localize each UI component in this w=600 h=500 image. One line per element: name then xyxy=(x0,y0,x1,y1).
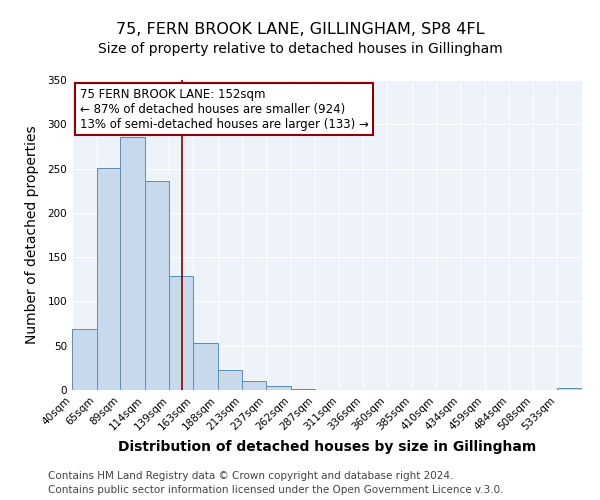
Text: Contains HM Land Registry data © Crown copyright and database right 2024.: Contains HM Land Registry data © Crown c… xyxy=(48,471,454,481)
Bar xyxy=(72,329,97,390)
Text: Contains public sector information licensed under the Open Government Licence v.: Contains public sector information licen… xyxy=(48,485,503,495)
Bar xyxy=(290,389,315,390)
Bar xyxy=(266,386,290,390)
Bar xyxy=(145,181,169,390)
Text: Size of property relative to detached houses in Gillingham: Size of property relative to detached ho… xyxy=(98,42,502,56)
Bar xyxy=(218,370,242,390)
Y-axis label: Number of detached properties: Number of detached properties xyxy=(25,126,39,344)
X-axis label: Distribution of detached houses by size in Gillingham: Distribution of detached houses by size … xyxy=(118,440,536,454)
Bar xyxy=(193,343,218,390)
Bar xyxy=(97,168,120,390)
Text: 75 FERN BROOK LANE: 152sqm
← 87% of detached houses are smaller (924)
13% of sem: 75 FERN BROOK LANE: 152sqm ← 87% of deta… xyxy=(80,88,368,130)
Bar xyxy=(120,136,145,390)
Bar xyxy=(169,276,193,390)
Bar xyxy=(242,381,266,390)
Text: 75, FERN BROOK LANE, GILLINGHAM, SP8 4FL: 75, FERN BROOK LANE, GILLINGHAM, SP8 4FL xyxy=(116,22,484,38)
Bar xyxy=(557,388,582,390)
